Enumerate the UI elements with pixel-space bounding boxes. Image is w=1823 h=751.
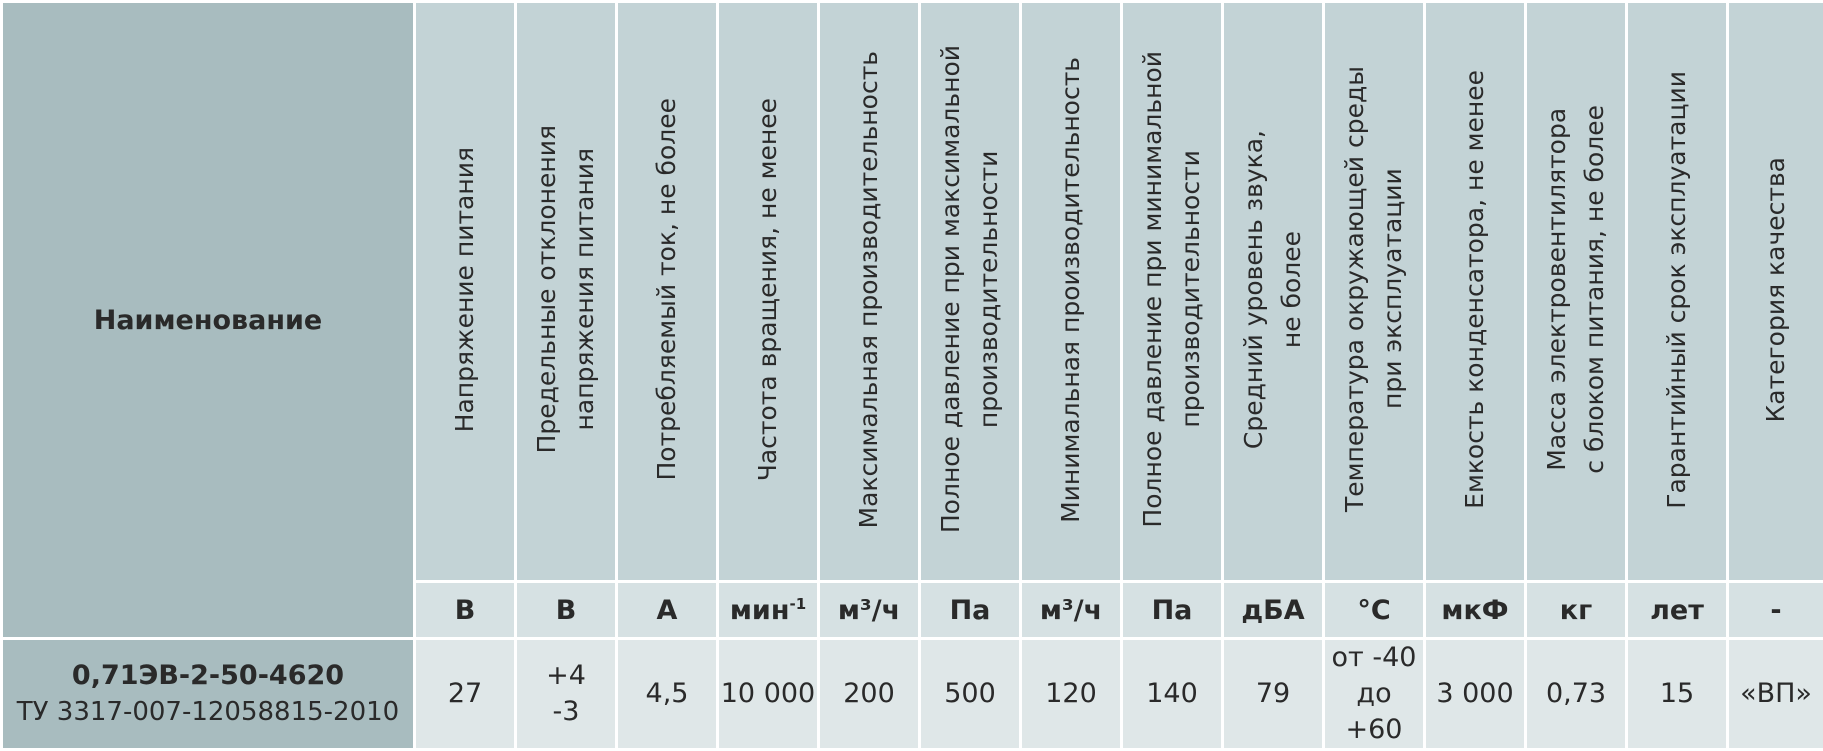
unit-cell: Па (1122, 582, 1223, 639)
header-sound-level: Средний уровень звука, не более (1223, 2, 1324, 582)
value-cell: 0,73 (1526, 639, 1627, 750)
value-cell: 3 000 (1425, 639, 1526, 750)
header-voltage-deviation: Предельные отклонения напряжения питания (516, 2, 617, 582)
header-voltage: Напряжение питания (415, 2, 516, 582)
header-pressure-min-flow: Полное давление при минимальной производ… (1122, 2, 1223, 582)
header-label: Предельные отклонения напряжения питания (528, 125, 604, 453)
data-row: 0,71ЭВ-2-50-4620 ТУ 3317-007-12058815-20… (2, 639, 1823, 750)
unit-cell: Па (920, 582, 1021, 639)
header-max-flow: Максимальная производительность (819, 2, 920, 582)
header-label: Потребляемый ток, не более (648, 98, 686, 481)
header-label: Полное давление при минимальной производ… (1134, 51, 1210, 528)
unit-cell: мин-1 (718, 582, 819, 639)
value-cell: 200 (819, 639, 920, 750)
value-cell: 27 (415, 639, 516, 750)
product-spec: ТУ 3317-007-12058815-2010 (3, 694, 413, 730)
unit-base: мин (730, 595, 790, 626)
header-label: Полное давление при максимальной произво… (932, 45, 1008, 533)
header-min-flow: Минимальная производительность (1021, 2, 1122, 582)
unit-cell: дБА (1223, 582, 1324, 639)
name-column-header: Наименование (2, 2, 415, 639)
value-cell: 500 (920, 639, 1021, 750)
header-rotation-speed: Частота вращения, не менее (718, 2, 819, 582)
value-cell: 120 (1021, 639, 1122, 750)
value-cell: 140 (1122, 639, 1223, 750)
header-mass: Масса электровентилятора с блоком питани… (1526, 2, 1627, 582)
header-label: Гарантийный срок эксплуатации (1658, 71, 1696, 509)
value-cell: +4 -3 (516, 639, 617, 750)
value-cell: 15 (1627, 639, 1728, 750)
unit-cell: кг (1526, 582, 1627, 639)
value-cell: от -40 до +60 (1324, 639, 1425, 750)
header-warranty: Гарантийный срок эксплуатации (1627, 2, 1728, 582)
value-cell: 10 000 (718, 639, 819, 750)
value-cell: 4,5 (617, 639, 718, 750)
unit-cell: лет (1627, 582, 1728, 639)
unit-cell: В (516, 582, 617, 639)
unit-cell: м³/ч (819, 582, 920, 639)
header-pressure-max-flow: Полное давление при максимальной произво… (920, 2, 1021, 582)
header-label: Напряжение питания (446, 147, 484, 432)
product-name-cell: 0,71ЭВ-2-50-4620 ТУ 3317-007-12058815-20… (2, 639, 415, 750)
header-label: Максимальная производительность (850, 51, 888, 528)
header-label: Емкость конденсатора, не менее (1456, 70, 1494, 509)
unit-superscript: -1 (789, 595, 806, 613)
header-row: Наименование Напряжение питания Предельн… (2, 2, 1823, 582)
unit-cell: м³/ч (1021, 582, 1122, 639)
header-label: Средний уровень звука, не более (1235, 130, 1311, 449)
value-cell: 79 (1223, 639, 1324, 750)
header-temperature: Температура окружающей среды при эксплуа… (1324, 2, 1425, 582)
header-label: Масса электровентилятора с блоком питани… (1538, 105, 1614, 474)
header-current: Потребляемый ток, не более (617, 2, 718, 582)
header-label: Частота вращения, не менее (749, 98, 787, 481)
header-label: Минимальная производительность (1052, 57, 1090, 523)
unit-cell: А (617, 582, 718, 639)
product-model: 0,71ЭВ-2-50-4620 (3, 658, 413, 694)
unit-cell: мкФ (1425, 582, 1526, 639)
unit-cell: - (1728, 582, 1823, 639)
unit-cell: °С (1324, 582, 1425, 639)
header-capacitance: Емкость конденсатора, не менее (1425, 2, 1526, 582)
header-label: Категория качества (1757, 157, 1795, 422)
value-cell: «ВП» (1728, 639, 1823, 750)
header-quality-category: Категория качества (1728, 2, 1823, 582)
unit-cell: В (415, 582, 516, 639)
header-label: Температура окружающей среды при эксплуа… (1336, 66, 1412, 512)
